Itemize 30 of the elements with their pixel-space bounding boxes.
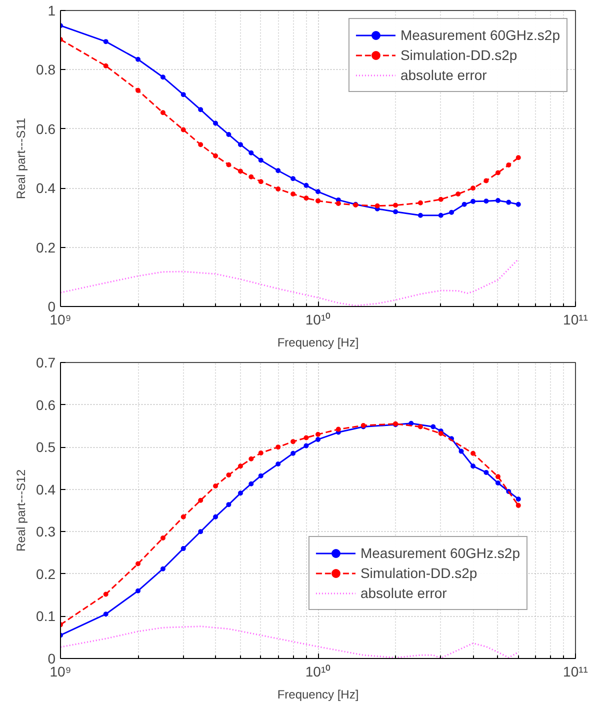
legend-label: Measurement 60GHz.s2p [400,27,560,43]
x-tick-label: 10¹¹ [563,664,588,680]
y-tick-label: 0 [48,298,56,314]
x-tick-label: 10⁹ [50,312,72,328]
y-tick-label: 0.6 [36,120,56,137]
legend-label: Simulation-DD.s2p [360,565,478,581]
y-tick-label: 0.6 [36,396,56,413]
y-tick-label: 0.7 [36,354,56,370]
y-tick-label: 0.4 [36,481,56,498]
x-axis-title: Frequency [Hz] [277,688,359,702]
y-axis-title: Real part---S12 [14,469,28,552]
y-tick-label: 0.3 [36,524,56,540]
y-tick-label: 0.1 [36,608,56,624]
legend-label: absolute error [400,67,487,83]
y-tick-label: 0.8 [36,62,56,78]
x-tick-label: 10¹⁰ [305,312,331,328]
y-tick-label: 0 [48,650,56,666]
y-tick-label: 1 [48,2,56,18]
y-tick-label: 0.4 [36,180,56,196]
y-tick-label: 0.5 [36,439,56,456]
y-tick-label: 0.2 [36,239,56,256]
x-axis-title: Frequency [Hz] [277,336,359,350]
y-axis-title: Real part---S11 [14,118,28,200]
legend-label: absolute error [360,585,447,601]
x-tick-label: 10¹¹ [563,312,588,328]
x-tick-label: 10⁹ [50,664,72,680]
legend-label: Measurement 60GHz.s2p [360,545,520,561]
legend-label: Simulation-DD.s2p [400,47,518,63]
y-tick-label: 0.2 [36,566,56,582]
x-tick-label: 10¹⁰ [305,664,331,680]
